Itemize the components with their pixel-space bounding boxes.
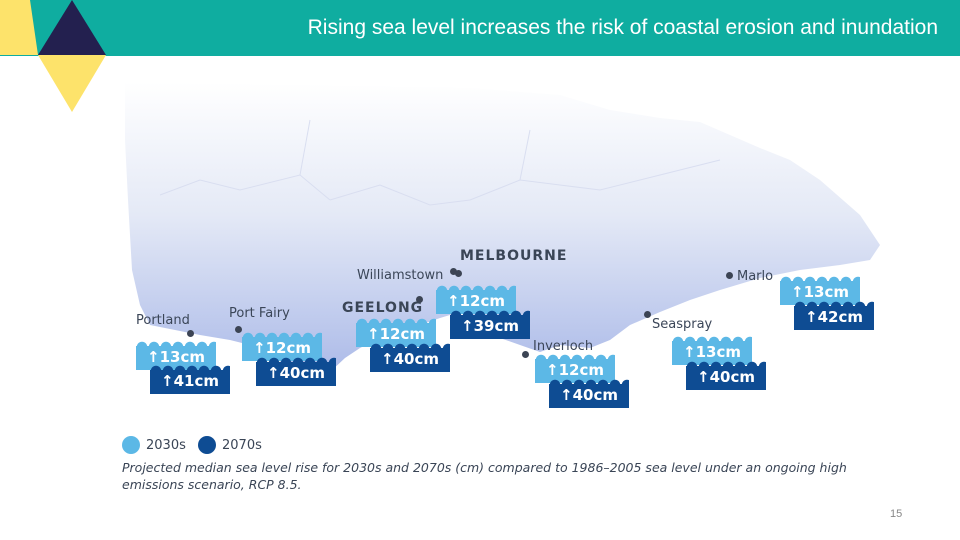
port-fairy-dot xyxy=(235,326,242,333)
city-label-melbourne: MELBOURNE xyxy=(460,248,568,264)
inverloch-dot xyxy=(522,351,529,358)
badge-seaspray-2070: ↑40cm xyxy=(686,361,766,390)
badge-port-fairy-2070: ↑40cm xyxy=(256,357,336,386)
city-label-seaspray: Seaspray xyxy=(652,317,713,332)
victoria-landmass xyxy=(125,82,880,378)
page-number: 15 xyxy=(890,508,903,520)
melbourne-dot xyxy=(455,270,462,277)
badge-geelong-2070: ↑40cm xyxy=(370,343,450,372)
seaspray-dot xyxy=(644,311,651,318)
geelong-dot xyxy=(416,296,423,303)
legend-2070-swatch xyxy=(198,436,216,454)
logo-triangles xyxy=(0,0,106,112)
city-label-inverloch: Inverloch xyxy=(533,339,594,354)
badge-portland-2070: ↑41cm xyxy=(150,365,230,394)
logo-navy-triangle xyxy=(38,0,106,55)
city-label-portland: Portland xyxy=(136,313,190,328)
badge-marlo-2070: ↑42cm xyxy=(794,301,874,330)
marlo-dot xyxy=(726,272,733,279)
legend-2070-label: 2070s xyxy=(222,438,262,453)
region-boundaries xyxy=(159,119,721,206)
slide-title: Rising sea level increases the risk of c… xyxy=(307,16,938,39)
legend-2030-swatch xyxy=(122,436,140,454)
logo-yellow-triangle xyxy=(38,55,106,112)
badge-williamstown-2070: ↑39cm xyxy=(450,310,530,339)
city-label-geelong: GEELONG xyxy=(342,300,424,316)
badge-inverloch-2070: ↑40cm xyxy=(549,379,629,408)
williamstown-dot xyxy=(450,268,457,275)
city-label-port-fairy: Port Fairy xyxy=(229,306,290,321)
city-label-marlo: Marlo xyxy=(737,269,774,284)
logo-yellow-shape xyxy=(0,0,38,55)
map-caption: Projected median sea level rise for 2030… xyxy=(122,460,847,492)
legend-2030-label: 2030s xyxy=(146,438,186,453)
title-bar: Rising sea level increases the risk of c… xyxy=(0,0,960,56)
portland-dot xyxy=(187,330,194,337)
city-label-williamstown: Williamstown xyxy=(357,268,444,283)
